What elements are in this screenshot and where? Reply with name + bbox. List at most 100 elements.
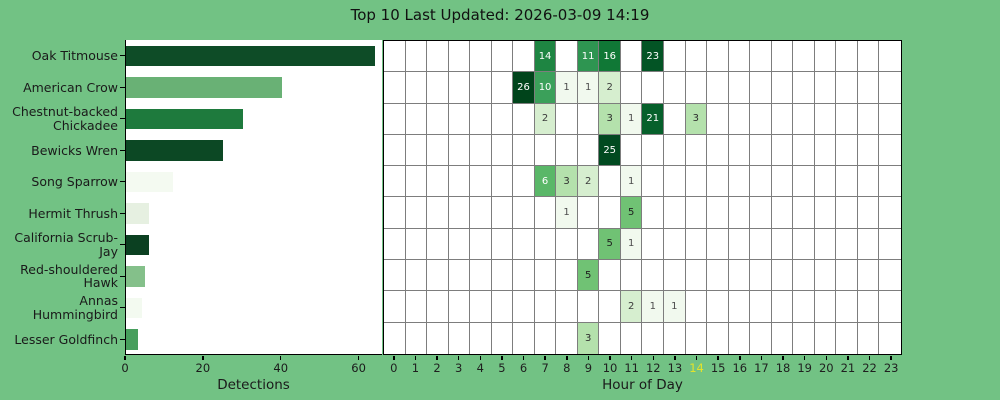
heatmap-cell (771, 291, 794, 323)
y-tick (119, 118, 125, 120)
heatmap-cell (556, 228, 578, 261)
y-tick (119, 244, 125, 246)
heatmap-cell (577, 197, 600, 229)
heatmap-cell (470, 197, 492, 229)
hour-tick (566, 355, 568, 360)
heatmap-cell: 6 (534, 166, 557, 198)
species-label: Lesser Goldfinch (14, 331, 118, 347)
heatmap-cell (750, 197, 772, 229)
heatmap-cell (686, 322, 708, 354)
detections-bar (126, 140, 224, 161)
hour-tick-label: 19 (797, 361, 812, 375)
heatmap-cell (384, 228, 406, 261)
heatmap-cell (492, 322, 514, 354)
xaxis-label-detections: Detections (217, 377, 290, 393)
heatmap-cell: 2 (577, 166, 600, 198)
x-tick (202, 355, 204, 360)
hour-tick-label: 18 (775, 361, 791, 375)
heatmap-cell (728, 41, 751, 73)
heatmap-cell (707, 166, 729, 198)
heatmap-cell (750, 134, 772, 167)
heatmap-cell (664, 103, 686, 135)
figure-title: Top 10 Last Updated: 2026-03-09 14:19 (350, 6, 650, 24)
hour-tick (587, 355, 590, 360)
hour-tick-label: 15 (710, 361, 726, 375)
heatmap-cell (534, 291, 557, 323)
heatmap-cell (448, 103, 471, 135)
heatmap-cell (879, 135, 901, 167)
detections-bar (126, 45, 376, 66)
heatmap-cell (427, 72, 449, 104)
heatmap-cell (405, 228, 428, 261)
heatmap-cell (793, 197, 815, 229)
xaxis-label-hour-of-day: Hour of Day (602, 377, 683, 393)
heatmap-cell (405, 134, 428, 167)
hour-tick (652, 355, 654, 360)
heatmap-cell (771, 166, 794, 198)
heatmap-cell (556, 103, 578, 135)
heatmap-cell: 5 (599, 228, 621, 261)
heatmap-cell (448, 260, 471, 292)
hour-tick (760, 355, 763, 360)
heatmap-cell (470, 72, 492, 104)
heatmap-cell (814, 41, 837, 73)
heatmap-cell (427, 166, 449, 198)
hour-tick-label: 12 (645, 361, 661, 375)
y-tick (119, 149, 125, 151)
hour-tick (609, 355, 611, 360)
heatmap-cell (750, 228, 772, 261)
heatmap-cell (879, 323, 901, 354)
heatmap-cell (836, 166, 858, 198)
hour-tick (782, 355, 784, 360)
hour-tick-label: 9 (584, 361, 593, 375)
heatmap-cell: 1 (620, 166, 643, 198)
heatmap-cell (879, 291, 901, 323)
hour-tick-label: 14 (689, 361, 704, 375)
heatmap-cell: 26 (513, 72, 535, 104)
heatmap-cell: 10 (534, 72, 557, 104)
heatmap-cell: 2 (534, 103, 557, 135)
hour-tick (847, 355, 849, 360)
x-tick (280, 355, 282, 360)
hour-tick (457, 355, 460, 360)
heatmap-cell (857, 291, 880, 323)
heatmap-cell (642, 134, 665, 167)
heatmap-cell (664, 72, 686, 104)
hour-tick-label: 16 (732, 361, 748, 375)
heatmap-cell (707, 72, 729, 104)
heatmap-cell: 3 (685, 103, 708, 135)
heatmap-cell (836, 197, 858, 229)
heatmap-cell (836, 72, 858, 104)
heatmap-cell (534, 197, 557, 229)
heatmap-cell (750, 41, 772, 73)
hour-tick (522, 355, 525, 360)
hour-tick (414, 355, 417, 360)
heatmap-cell (728, 103, 751, 135)
heatmap-cell (836, 291, 858, 323)
heatmap-cell (470, 103, 492, 135)
heatmap-cell (879, 229, 901, 261)
hour-tick-label: 3 (455, 361, 463, 375)
heatmap-cell (793, 228, 815, 261)
detections-bar (126, 234, 150, 255)
heatmap-cell (642, 260, 665, 292)
heatmap-cell (448, 72, 471, 104)
hour-tick-label: 11 (624, 361, 639, 375)
hour-tick-label: 8 (563, 361, 571, 375)
x-tick-label: 60 (351, 361, 366, 375)
heatmap-cell (879, 260, 901, 292)
heatmap-cell: 3 (577, 322, 600, 354)
heatmap-cell (491, 260, 514, 292)
heatmap-cell (642, 197, 665, 229)
heatmap-cell: 5 (577, 260, 600, 292)
heatmap-cell (448, 197, 471, 229)
heatmap-cell (556, 260, 578, 292)
heatmap-cell: 1 (620, 228, 643, 261)
heatmap-cell (729, 322, 751, 354)
heatmap-cell (513, 260, 535, 292)
heatmap-cell (620, 72, 643, 104)
heatmap-cell (599, 291, 621, 323)
heatmap-cell (448, 166, 471, 198)
heatmap-cell (857, 166, 880, 198)
